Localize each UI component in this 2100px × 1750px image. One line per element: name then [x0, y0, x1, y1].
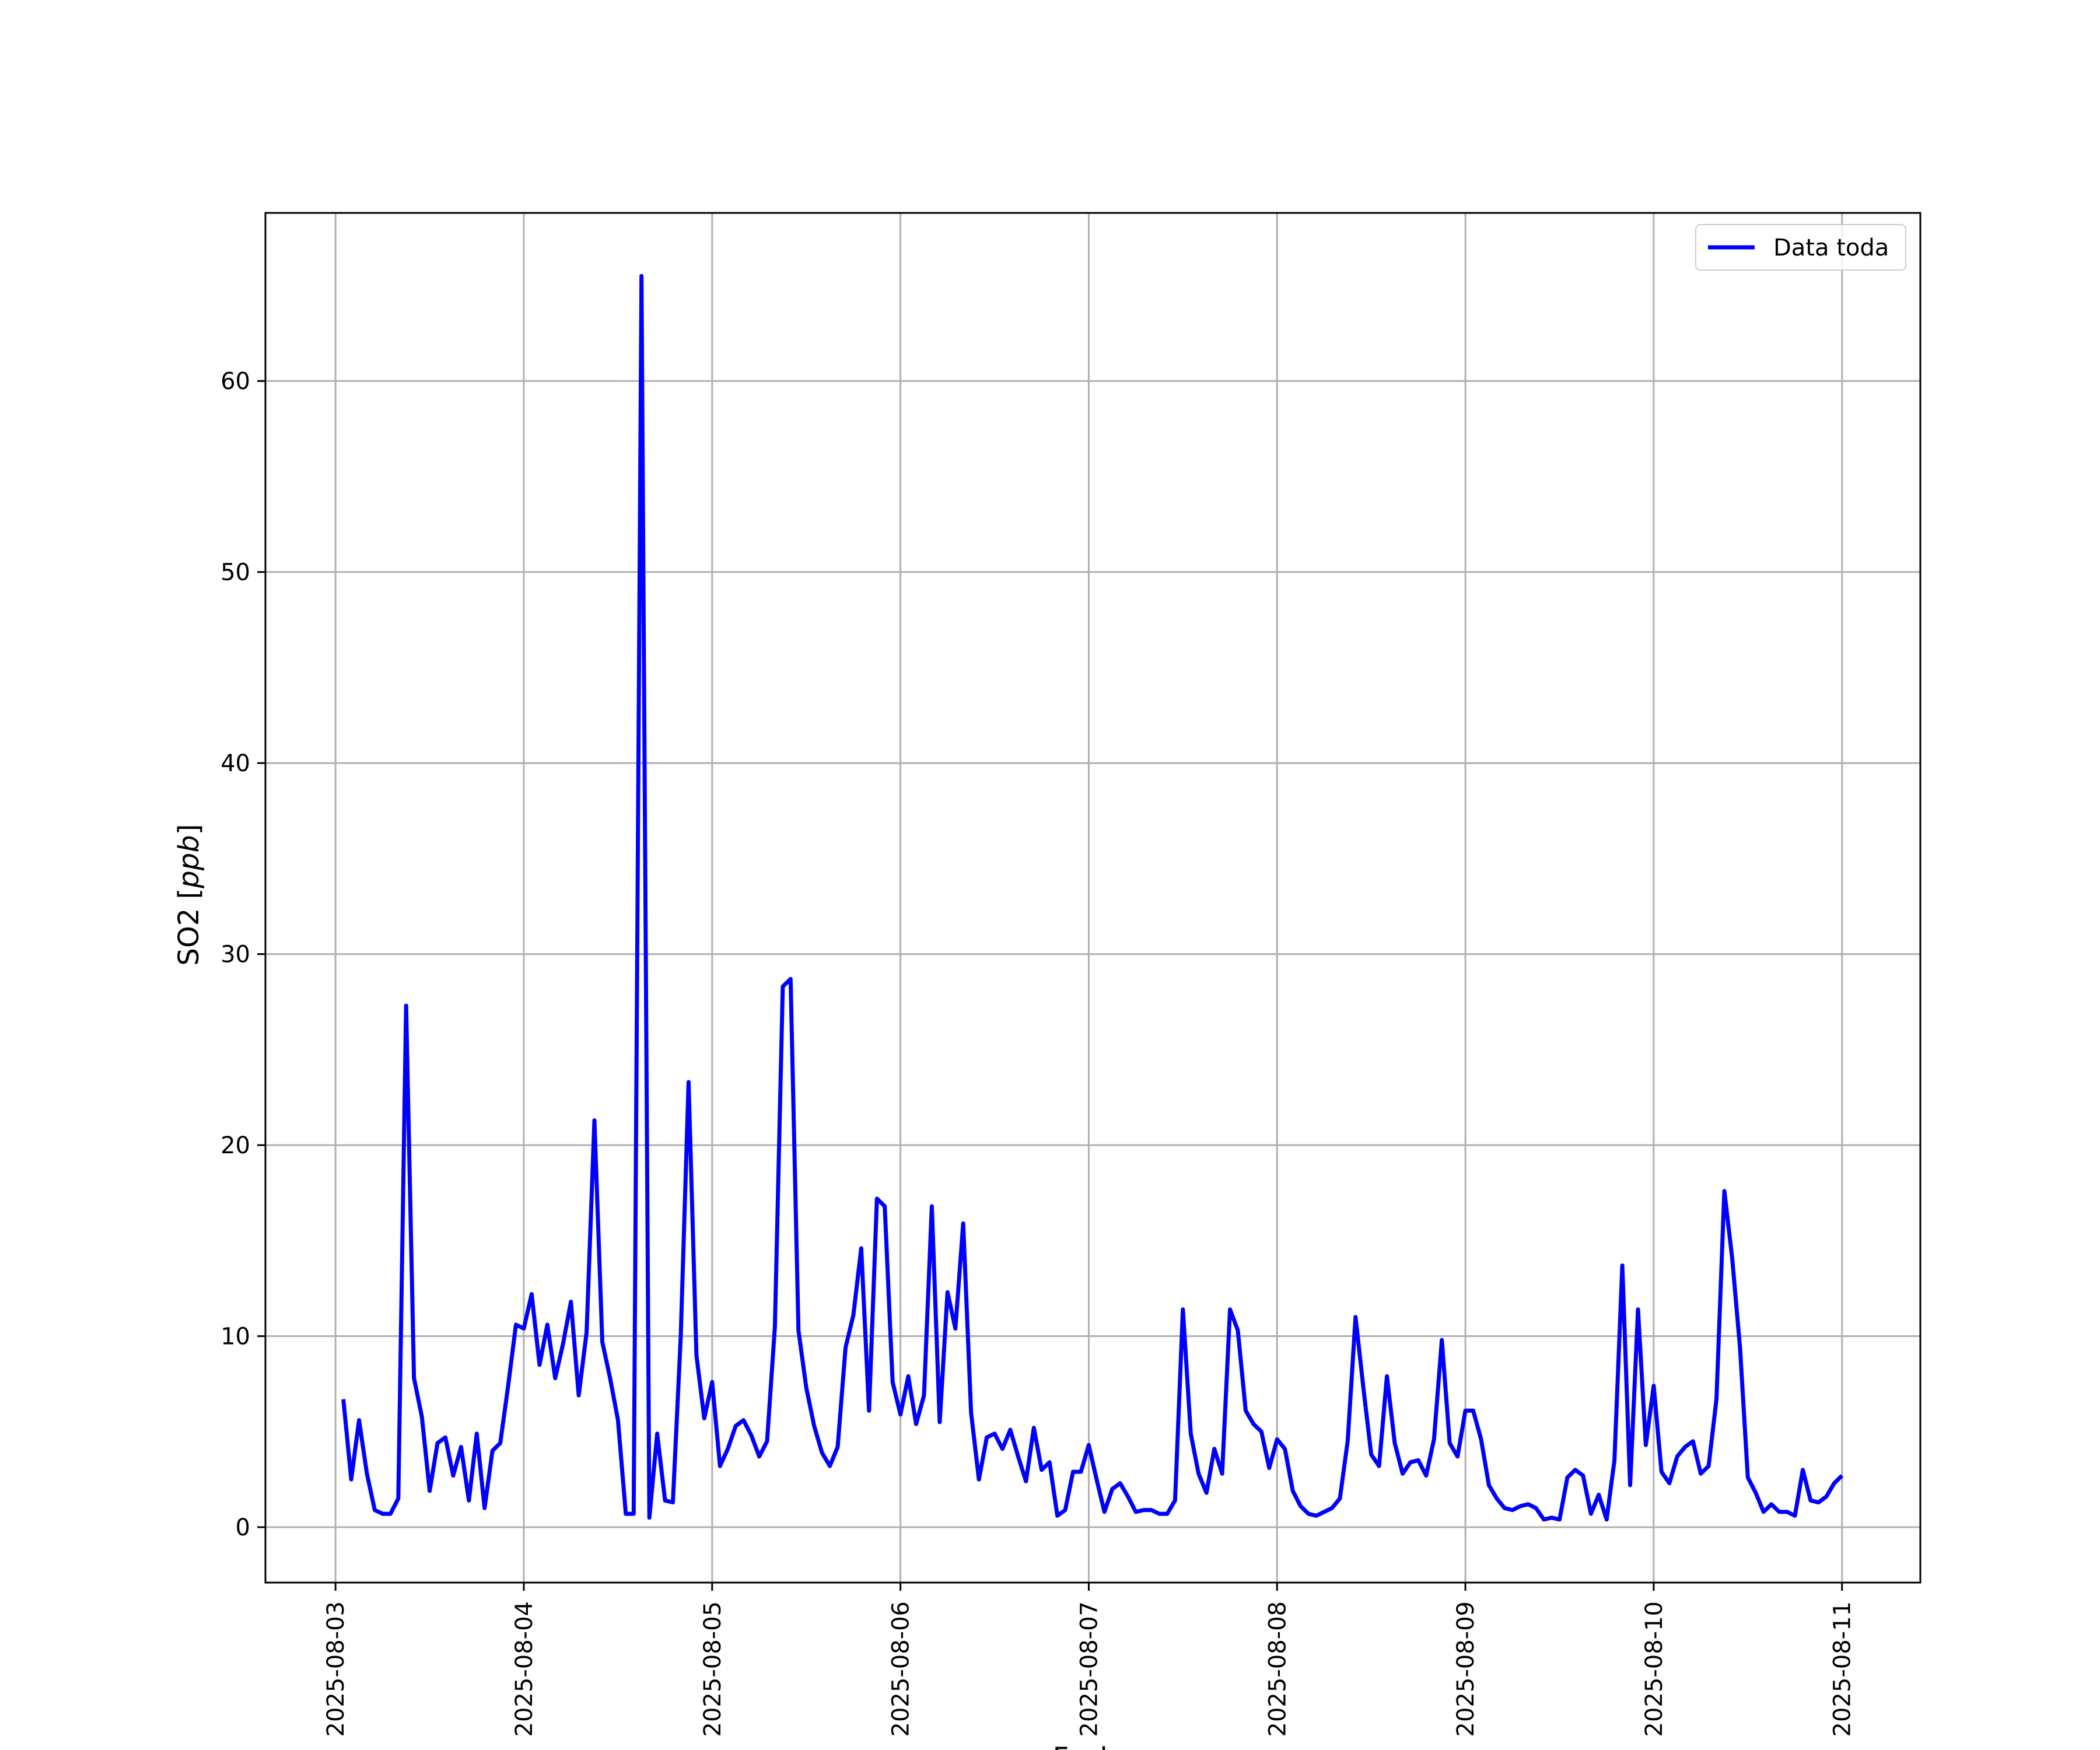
y-axis: 0 10 20 30 40 50 60	[220, 368, 265, 1541]
series-line-data-toda	[341, 274, 1844, 1522]
x-tick-label: 2025-08-05	[699, 1601, 726, 1737]
y-tick-label: 10	[220, 1324, 250, 1350]
y-axis-label-unit: ppb	[173, 835, 205, 888]
x-tick-label: 2025-08-04	[511, 1601, 538, 1737]
y-tick-label: 20	[220, 1132, 250, 1159]
y-tick-label: 0	[236, 1514, 250, 1541]
legend-label-data-toda: Data toda	[1773, 235, 1889, 261]
grid-lines	[265, 213, 1920, 1583]
x-tick-label: 2025-08-09	[1452, 1601, 1479, 1737]
x-tick-label: 2025-08-03	[323, 1601, 349, 1737]
plot-area	[341, 274, 1844, 1522]
x-tick-label: 2025-08-07	[1076, 1601, 1102, 1737]
y-tick-label: 40	[220, 750, 250, 777]
axes-frame	[264, 212, 1922, 1584]
x-axis-label: Fecha	[1053, 1742, 1135, 1750]
legend-box	[1695, 224, 1906, 271]
y-tick-label: 60	[220, 368, 250, 395]
y-tick-label: 50	[220, 559, 250, 586]
y-axis-label-suffix: ]	[173, 824, 205, 835]
x-tick-label: 2025-08-10	[1641, 1601, 1668, 1737]
x-tick-label: 2025-08-06	[888, 1601, 915, 1737]
y-tick-label: 30	[220, 942, 250, 968]
y-axis-label-prefix: SO2 [	[173, 888, 205, 966]
x-axis: 2025-08-03 2025-08-04 2025-08-05 2025-08-06…	[323, 1583, 1856, 1737]
legend: Data toda	[1695, 224, 1906, 271]
x-tick-label: 2025-08-08	[1264, 1601, 1291, 1737]
x-tick-label: 2025-08-11	[1829, 1601, 1856, 1737]
y-axis-label: SO2 [ppb]	[173, 824, 205, 966]
